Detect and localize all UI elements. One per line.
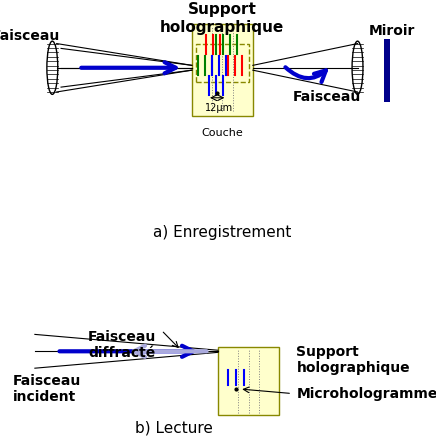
Text: Support
holographique: Support holographique <box>160 2 284 35</box>
Text: Microhologramme: Microhologramme <box>296 386 436 400</box>
Text: Support
holographique: Support holographique <box>296 345 410 375</box>
Text: Faisceau
diffracté: Faisceau diffracté <box>88 330 156 360</box>
Text: a) Enregistrement: a) Enregistrement <box>153 224 292 239</box>
Text: b) Lecture: b) Lecture <box>136 421 213 436</box>
FancyBboxPatch shape <box>192 24 253 116</box>
Text: Faisceau
incident: Faisceau incident <box>13 374 82 404</box>
Text: Miroir: Miroir <box>369 25 416 38</box>
Text: Faisceau: Faisceau <box>293 90 361 104</box>
Text: 12μm: 12μm <box>205 103 233 113</box>
Text: Couche: Couche <box>201 128 243 138</box>
FancyBboxPatch shape <box>384 39 390 102</box>
Text: Faisceau: Faisceau <box>0 29 60 43</box>
FancyBboxPatch shape <box>218 347 279 414</box>
